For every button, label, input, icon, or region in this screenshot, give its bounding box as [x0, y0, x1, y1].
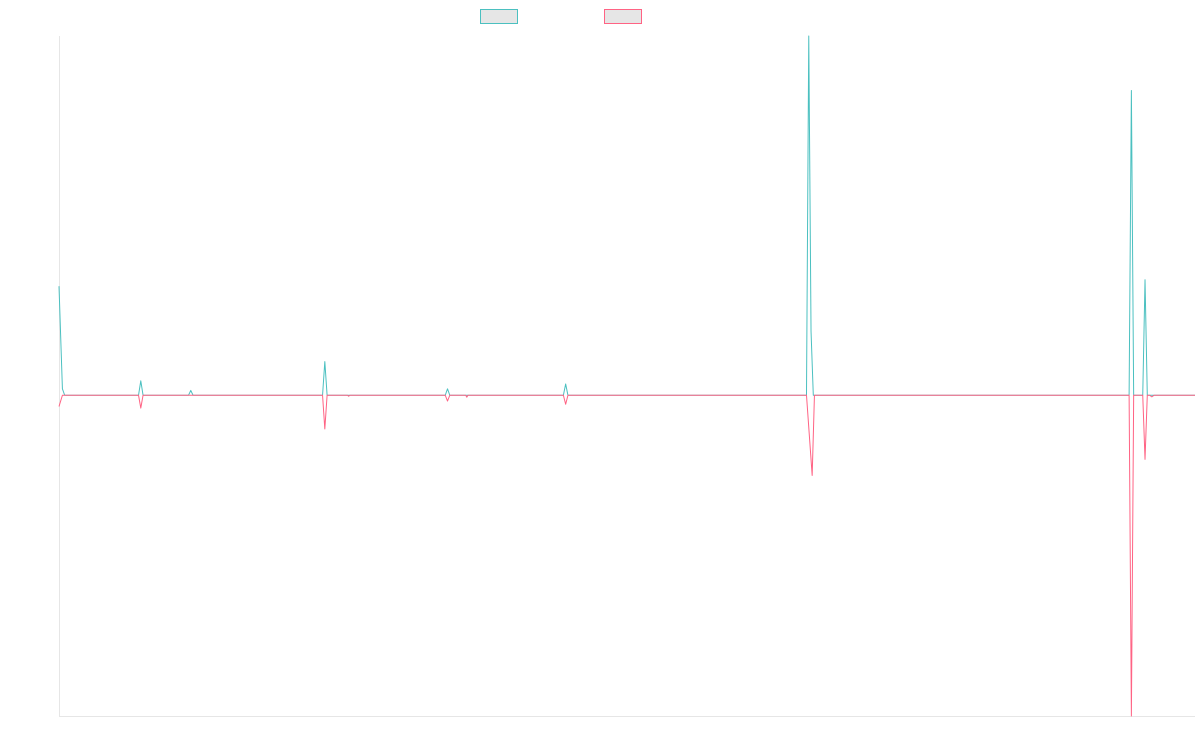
legend-item-series-2[interactable] — [604, 9, 648, 24]
legend — [0, 9, 1200, 27]
series-layer — [58, 35, 1195, 717]
legend-swatch-series-1 — [480, 9, 518, 24]
legend-swatch-series-2 — [604, 9, 642, 24]
series-line-1 — [58, 35, 1195, 396]
series-line-2 — [58, 394, 1195, 717]
legend-item-series-1[interactable] — [480, 9, 524, 24]
